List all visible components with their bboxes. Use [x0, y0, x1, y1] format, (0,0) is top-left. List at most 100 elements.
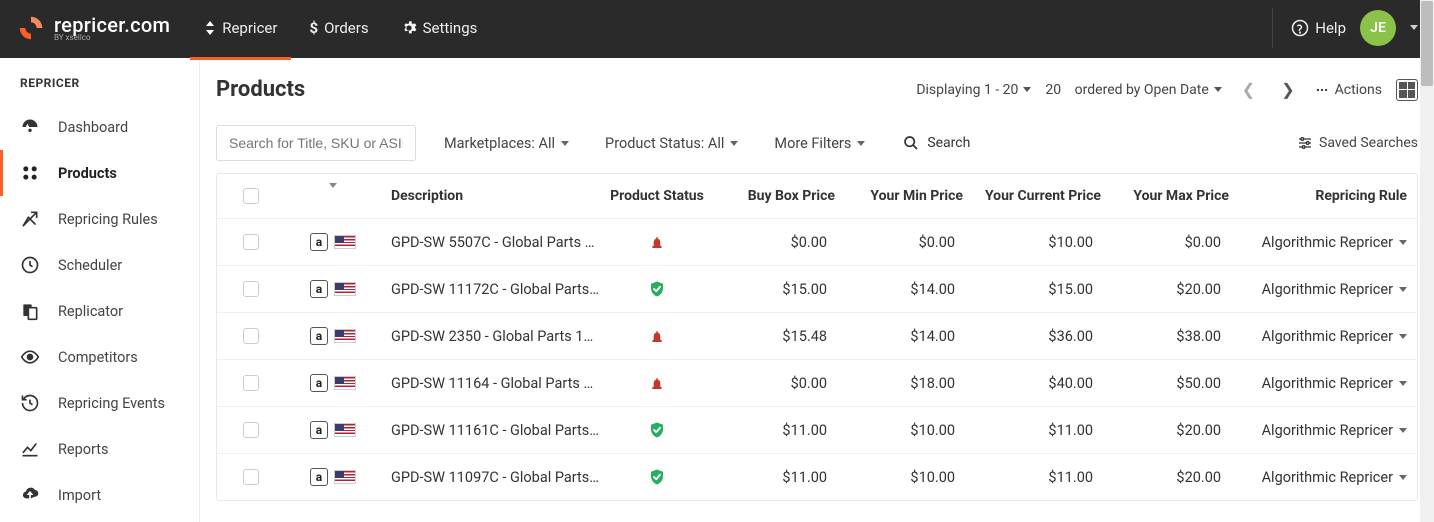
filter-marketplaces[interactable]: Marketplaces: All — [436, 129, 577, 158]
nav-repricer[interactable]: Repricer — [190, 0, 291, 57]
saved-searches[interactable]: Saved Searches — [1297, 135, 1418, 151]
search-input[interactable] — [216, 125, 416, 161]
description-cell[interactable]: GPD-SW 11161C - Global Parts 1711489 Hig… — [391, 422, 599, 439]
buy-box-cell: $11.00 — [715, 422, 835, 439]
table-row[interactable]: a GPD-SW 2350 - Global Parts 1711517 A/C … — [217, 313, 1417, 360]
rule-label: Algorithmic Repricer — [1262, 328, 1393, 345]
description-cell[interactable]: GPD-SW 2350 - Global Parts 1711517 A/C C… — [391, 328, 599, 345]
col-product-status[interactable]: Product Status — [607, 188, 707, 204]
chevron-down-icon — [1214, 87, 1222, 92]
nav-orders-label: Orders — [324, 19, 369, 37]
pagination-order[interactable]: 20 ordered by Open Date — [1045, 82, 1221, 98]
pagination-count: 20 — [1045, 82, 1061, 98]
current-price-cell: $36.00 — [971, 328, 1101, 345]
description-cell[interactable]: GPD-SW 11172C - Global Parts 1711554 A/C… — [391, 281, 599, 298]
pagination-displaying[interactable]: Displaying 1 - 20 — [916, 82, 1031, 98]
sidebar-item-competitors[interactable]: Competitors — [0, 334, 199, 380]
row-checkbox[interactable] — [243, 422, 259, 438]
sidebar-item-repricing-events[interactable]: Repricing Events — [0, 380, 199, 426]
table-row[interactable]: a GPD-SW 11097C - Global Parts Distributo… — [217, 454, 1417, 500]
nav-orders[interactable]: $ Orders — [295, 0, 382, 57]
description-cell[interactable]: GPD-SW 11097C - Global Parts Distributor… — [391, 469, 599, 486]
actions-button[interactable]: Actions — [1315, 82, 1382, 98]
rule-label: Algorithmic Repricer — [1262, 469, 1393, 486]
logo[interactable]: repricer.com BY xsellco — [16, 13, 170, 43]
col-min[interactable]: Your Min Price — [843, 188, 963, 204]
col-description[interactable]: Description — [391, 188, 599, 204]
filter-more-label: More Filters — [774, 135, 851, 152]
chevron-down-icon — [1399, 475, 1407, 480]
user-menu-caret-icon[interactable] — [1410, 25, 1418, 30]
rule-cell[interactable]: Algorithmic Repricer — [1237, 234, 1407, 251]
sidebar-item-import[interactable]: Import — [0, 472, 199, 518]
chevron-down-icon — [857, 141, 865, 146]
sort-icon[interactable] — [329, 183, 337, 204]
sidebar-title: REPRICER — [0, 76, 199, 104]
col-buy-box[interactable]: Buy Box Price — [715, 188, 835, 204]
select-all-checkbox[interactable] — [243, 188, 259, 204]
alarm-icon — [649, 234, 665, 250]
amazon-badge-icon: a — [310, 280, 328, 298]
marketplace-cell: a — [283, 233, 383, 251]
search-label: Search — [927, 135, 970, 151]
amazon-badge-icon: a — [310, 468, 328, 486]
marketplace-cell: a — [283, 327, 383, 345]
rule-cell[interactable]: Algorithmic Repricer — [1237, 422, 1407, 439]
row-checkbox[interactable] — [243, 375, 259, 391]
col-rule[interactable]: Repricing Rule — [1237, 188, 1407, 204]
sidebar-item-repricing-rules[interactable]: Repricing Rules — [0, 196, 199, 242]
prev-page[interactable]: ❮ — [1236, 76, 1261, 103]
rule-cell[interactable]: Algorithmic Repricer — [1237, 375, 1407, 392]
chevron-down-icon — [1023, 87, 1031, 92]
chevron-down-icon — [1399, 334, 1407, 339]
marketplace-cell: a — [283, 280, 383, 298]
row-checkbox[interactable] — [243, 328, 259, 344]
help-icon — [1291, 19, 1309, 37]
current-price-cell: $11.00 — [971, 422, 1101, 439]
search-button[interactable]: Search — [893, 129, 980, 157]
rule-cell[interactable]: Algorithmic Repricer — [1237, 469, 1407, 486]
row-checkbox[interactable] — [243, 281, 259, 297]
help-link[interactable]: Help — [1272, 8, 1346, 48]
rule-label: Algorithmic Repricer — [1262, 234, 1393, 251]
dollar-icon: $ — [309, 19, 318, 37]
sidebar: REPRICER Dashboard Products Repricing Ru… — [0, 58, 200, 522]
table-row[interactable]: a GPD-SW 5507C - Global Parts 1711363 A/C… — [217, 219, 1417, 266]
description-cell[interactable]: GPD-SW 11164 - Global Parts 1711425 High… — [391, 375, 599, 392]
history-icon — [20, 393, 40, 413]
products-icon — [20, 163, 40, 183]
buy-box-cell: $0.00 — [715, 234, 835, 251]
sidebar-item-products[interactable]: Products — [0, 150, 199, 196]
sidebar-item-dashboard[interactable]: Dashboard — [0, 104, 199, 150]
col-max[interactable]: Your Max Price — [1109, 188, 1229, 204]
max-price-cell: $0.00 — [1109, 234, 1229, 251]
sidebar-item-replicator[interactable]: Replicator — [0, 288, 199, 334]
rule-cell[interactable]: Algorithmic Repricer — [1237, 328, 1407, 345]
filter-product-status[interactable]: Product Status: All — [597, 129, 746, 158]
rule-cell[interactable]: Algorithmic Repricer — [1237, 281, 1407, 298]
col-current[interactable]: Your Current Price — [971, 188, 1101, 204]
next-page[interactable]: ❯ — [1275, 76, 1300, 103]
row-checkbox[interactable] — [243, 469, 259, 485]
marketplace-cell: a — [283, 468, 383, 486]
row-checkbox[interactable] — [243, 234, 259, 250]
scrollbar-thumb[interactable] — [1421, 1, 1433, 86]
table-row[interactable]: aGPD-SW 11161C - Global Parts 1711489 Hi… — [217, 407, 1417, 454]
description-cell[interactable]: GPD-SW 5507C - Global Parts 1711363 A/C … — [391, 234, 599, 251]
nav-settings[interactable]: Settings — [387, 0, 492, 57]
filter-more[interactable]: More Filters — [766, 129, 873, 158]
filter-marketplaces-label: Marketplaces: All — [444, 135, 555, 152]
table-row[interactable]: aGPD-SW 11164 - Global Parts 1711425 Hig… — [217, 360, 1417, 407]
view-toggle[interactable] — [1396, 79, 1418, 101]
status-cell — [607, 234, 707, 250]
us-flag-icon — [334, 329, 356, 343]
table-row[interactable]: a GPD-SW 11172C - Global Parts 1711554 A/… — [217, 266, 1417, 313]
us-flag-icon — [334, 376, 356, 390]
gear-icon — [401, 20, 417, 36]
chevron-down-icon — [1399, 381, 1407, 386]
scrollbar[interactable] — [1420, 0, 1434, 522]
sidebar-item-reports[interactable]: Reports — [0, 426, 199, 472]
avatar[interactable]: JE — [1360, 10, 1396, 46]
sidebar-item-scheduler[interactable]: Scheduler — [0, 242, 199, 288]
sidebar-item-label: Repricing Events — [58, 395, 165, 412]
